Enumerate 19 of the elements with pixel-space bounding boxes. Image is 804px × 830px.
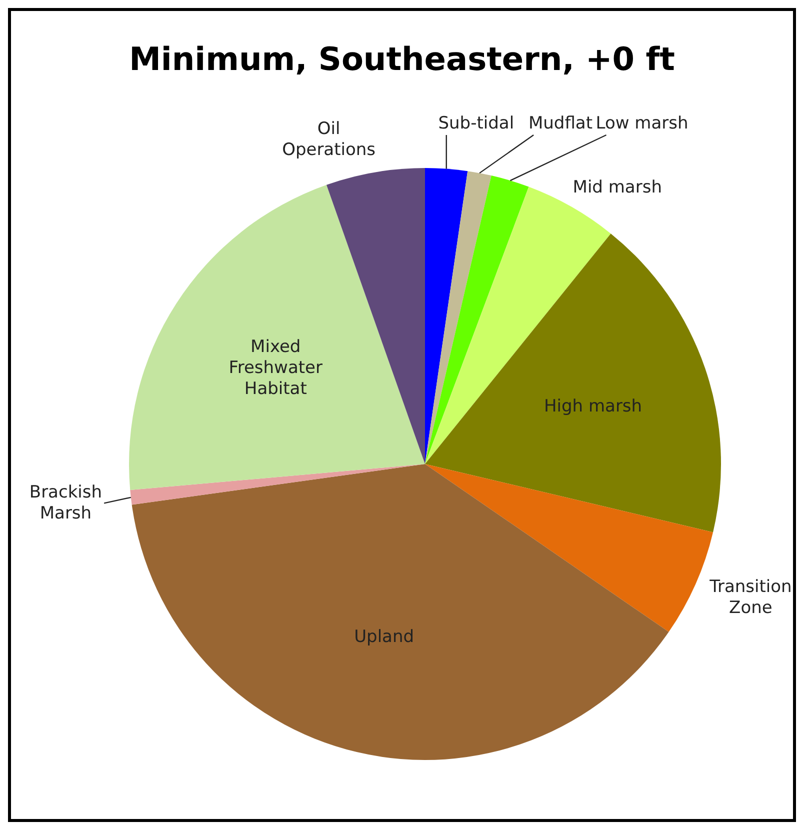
slice-label: Brackish Marsh [29,482,102,524]
chart-title: Minimum, Southeastern, +0 ft [129,40,675,78]
slice-label: Mid marsh [572,176,662,197]
pie-slice [129,184,425,490]
slice-label: Mudflat [528,113,593,134]
slice-label: Oil Operations [282,118,376,160]
slice-label: Mixed Freshwater Habitat [228,336,322,399]
pie-slice [130,464,425,505]
slice-label: Transition Zone [708,576,792,618]
slice-label: Sub-tidal [438,113,514,134]
slice-label: Upland [354,626,414,646]
pie-slice [425,234,721,532]
slice-label: Low marsh [596,113,688,134]
slice-label: High marsh [544,396,642,416]
pie-slice [326,168,425,464]
pie-slice [132,464,669,760]
pie-slice [425,176,529,464]
pie-slice [425,171,492,464]
pie-slice [425,168,468,464]
